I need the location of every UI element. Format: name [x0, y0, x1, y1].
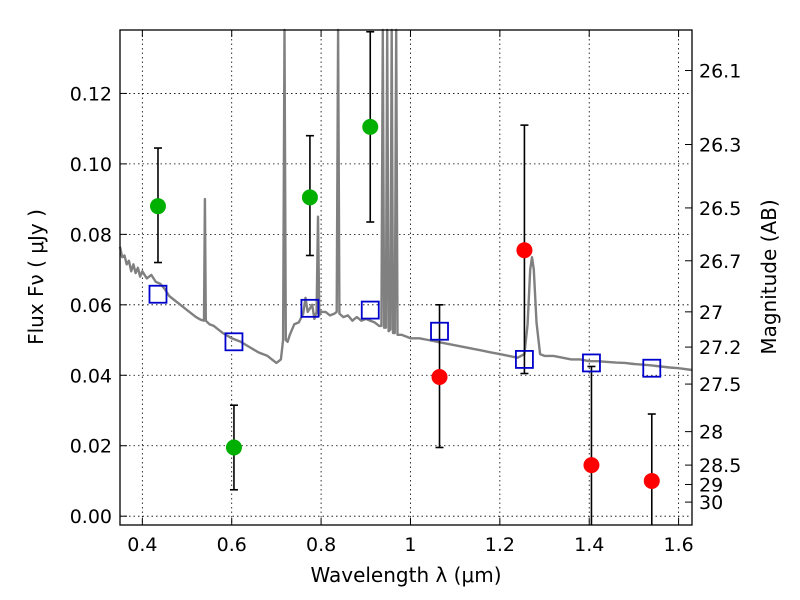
data-point — [643, 472, 660, 489]
y2-tick-label: 26.5 — [699, 198, 741, 220]
y2-tick-label: 30 — [699, 492, 723, 514]
model-spectrum — [118, 28, 693, 372]
y-axis: 0.00 0.02 0.04 0.06 0.08 0.10 0.12 — [70, 83, 127, 528]
data-point — [149, 198, 166, 215]
x-axis: 0.4 0.6 0.8 1 1.2 1.4 1.6 — [127, 30, 694, 556]
y-axis-title: Flux Fν ( μJy ) — [24, 209, 48, 345]
data-point — [362, 118, 379, 135]
spectrum-line — [118, 28, 693, 372]
y2-tick-label: 29 — [699, 474, 723, 496]
y-tick-label: 0.02 — [70, 436, 112, 458]
y-tick-label: 0.06 — [70, 295, 112, 317]
y2-tick-label: 27.2 — [699, 337, 741, 359]
x-tick-label: 1.4 — [574, 534, 604, 556]
model-point — [642, 358, 662, 378]
model-point — [360, 300, 380, 320]
y-tick-label: 0.12 — [70, 83, 112, 105]
x-tick-label: 0.6 — [217, 534, 247, 556]
y-tick-label: 0.04 — [70, 365, 112, 387]
data-point — [225, 439, 242, 456]
model-point — [430, 321, 449, 341]
data-point — [516, 242, 533, 259]
plot-frame — [119, 29, 693, 526]
y2-tick-label: 26.3 — [699, 135, 741, 157]
model-point — [515, 350, 534, 369]
model-point — [582, 353, 601, 373]
y2-tick-label: 26.7 — [699, 251, 741, 273]
y-tick-label: 0.08 — [70, 224, 112, 246]
y2-tick-label: 28 — [699, 422, 723, 444]
y2-tick-label: 26.1 — [699, 61, 741, 83]
y-tick-label: 0.00 — [70, 506, 112, 528]
y2-tick-label: 27 — [699, 302, 723, 324]
data-markers — [148, 118, 662, 489]
y2-axis-title: Magnitude (AB) — [757, 199, 781, 354]
x-tick-label: 1 — [404, 534, 416, 556]
y-tick-label: 0.10 — [70, 154, 112, 176]
x-tick-label: 0.4 — [127, 534, 157, 556]
y2-tick-label: 28.5 — [699, 455, 741, 477]
x-tick-label: 0.8 — [306, 534, 336, 556]
grid — [120, 30, 692, 525]
model-point — [224, 332, 244, 352]
x-tick-label: 1.2 — [485, 534, 515, 556]
x-axis-title: Wavelength λ (μm) — [310, 563, 501, 587]
model-point — [300, 298, 320, 318]
data-point — [301, 189, 318, 206]
y2-tick-label: 27.5 — [699, 374, 741, 396]
model-point — [148, 284, 168, 304]
data-point — [431, 369, 448, 386]
x-tick-label: 1.6 — [663, 534, 693, 556]
data-point — [583, 457, 600, 474]
